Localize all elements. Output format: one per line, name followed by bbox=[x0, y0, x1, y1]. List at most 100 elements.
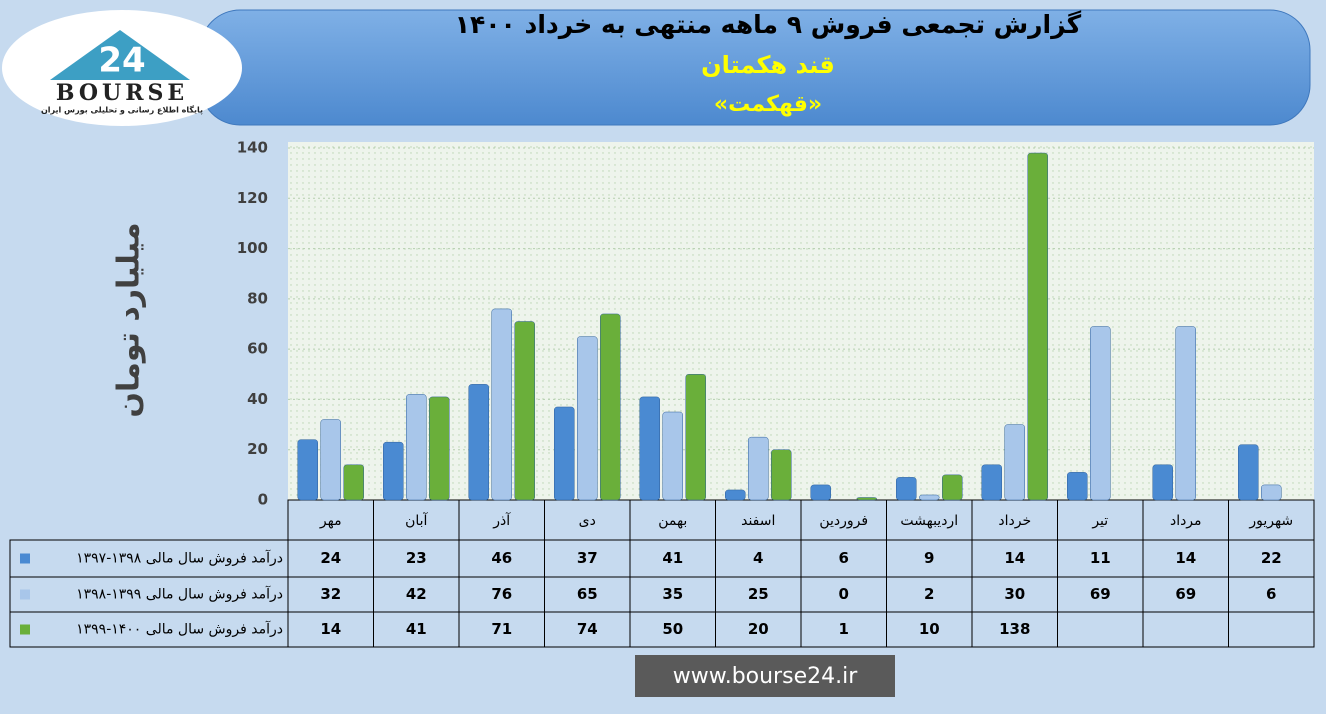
bar bbox=[1090, 326, 1111, 501]
table-value: 138 bbox=[999, 620, 1030, 638]
bar bbox=[748, 436, 769, 501]
category-label: شهریور bbox=[1248, 513, 1293, 529]
table-value: 65 bbox=[577, 585, 598, 603]
category-label: مرداد bbox=[1170, 513, 1202, 529]
bar bbox=[1238, 444, 1259, 501]
chart-subtitle: قند هکمتان bbox=[701, 51, 835, 79]
bar bbox=[468, 384, 489, 501]
table-value: 30 bbox=[1004, 585, 1025, 603]
bar bbox=[856, 497, 877, 501]
table-value: 20 bbox=[748, 620, 769, 638]
table-value: 6 bbox=[839, 549, 849, 567]
legend-label: درآمد فروش سال مالی ۱۳۹۸-۱۳۹۷ bbox=[76, 550, 283, 567]
plot-area bbox=[288, 142, 1314, 500]
y-tick-label: 60 bbox=[247, 340, 268, 358]
bar bbox=[810, 484, 831, 501]
bar bbox=[981, 464, 1002, 501]
symbol: «قهکمت» bbox=[714, 92, 822, 117]
category-label: خرداد bbox=[998, 513, 1031, 529]
bar bbox=[662, 411, 683, 501]
logo-text: BOURSE bbox=[56, 80, 188, 106]
table-value: 2 bbox=[924, 585, 934, 603]
legend-swatch bbox=[20, 624, 30, 635]
table-value: 37 bbox=[577, 549, 598, 567]
bar bbox=[896, 477, 917, 501]
table-value: 35 bbox=[662, 585, 683, 603]
category-label: اردیبهشت bbox=[900, 513, 958, 529]
table-value: 24 bbox=[320, 549, 341, 567]
bar bbox=[429, 396, 450, 501]
table-value: 41 bbox=[406, 620, 427, 638]
logo-shape bbox=[50, 30, 190, 80]
table-value: 11 bbox=[1090, 549, 1111, 567]
table-value: 1 bbox=[839, 620, 849, 638]
bar bbox=[725, 489, 746, 501]
bar bbox=[554, 406, 575, 501]
y-tick-label: 100 bbox=[237, 239, 268, 257]
bar bbox=[685, 374, 706, 501]
table-value: 25 bbox=[748, 585, 769, 603]
table-value: 9 bbox=[924, 549, 934, 567]
bar bbox=[343, 464, 364, 501]
legend-swatch bbox=[20, 553, 30, 564]
legend-label: درآمد فروش سال مالی ۱۳۹۹-۱۳۹۸ bbox=[76, 586, 283, 603]
bar bbox=[1067, 472, 1088, 501]
category-label: تیر bbox=[1091, 513, 1108, 529]
table-value: 74 bbox=[577, 620, 598, 638]
category-label: آذر bbox=[492, 512, 511, 529]
table-value: 22 bbox=[1261, 549, 1282, 567]
table-value: 23 bbox=[406, 549, 427, 567]
bar bbox=[771, 449, 792, 501]
table-value: 4 bbox=[753, 549, 763, 567]
bar bbox=[639, 396, 660, 501]
chart-title: گزارش تجمعی فروش ۹ ماهه منتهی به خرداد ۱… bbox=[455, 10, 1082, 40]
table-value: 32 bbox=[320, 585, 341, 603]
category-label: فروردین bbox=[819, 513, 868, 529]
table-value: 76 bbox=[491, 585, 512, 603]
table-value: 10 bbox=[919, 620, 940, 638]
table-value: 14 bbox=[320, 620, 341, 638]
y-axis-label: میلیارد تومان bbox=[112, 222, 147, 417]
table-value: 14 bbox=[1004, 549, 1025, 567]
table-value: 14 bbox=[1175, 549, 1196, 567]
table-value: 69 bbox=[1090, 585, 1111, 603]
bar bbox=[577, 336, 598, 501]
bar bbox=[514, 321, 535, 501]
category-label: دی bbox=[579, 513, 596, 529]
legend-swatch bbox=[20, 589, 30, 600]
logo-number: 24 bbox=[98, 41, 145, 81]
bar bbox=[600, 313, 621, 501]
y-tick-label: 20 bbox=[247, 440, 268, 458]
bar bbox=[1175, 326, 1196, 501]
y-tick-label: 140 bbox=[237, 139, 268, 157]
legend-label: درآمد فروش سال مالی ۱۴۰۰-۱۳۹۹ bbox=[76, 621, 283, 638]
category-label: آبان bbox=[405, 512, 428, 529]
category-label: اسفند bbox=[741, 513, 775, 529]
table-value: 42 bbox=[406, 585, 427, 603]
footer-box bbox=[635, 655, 895, 697]
bar bbox=[320, 419, 341, 501]
bar bbox=[297, 439, 318, 501]
table-value: 46 bbox=[491, 549, 512, 567]
table-value: 41 bbox=[662, 549, 683, 567]
category-label: بهمن bbox=[658, 513, 687, 529]
bar bbox=[383, 441, 404, 501]
bar bbox=[1004, 424, 1025, 501]
bar bbox=[1261, 484, 1282, 501]
category-label: مهر bbox=[319, 513, 342, 529]
table-value: 71 bbox=[491, 620, 512, 638]
table-value: 0 bbox=[839, 585, 849, 603]
y-tick-label: 80 bbox=[247, 289, 268, 307]
bar bbox=[1027, 152, 1048, 501]
y-tick-label: 120 bbox=[237, 189, 268, 207]
bar bbox=[942, 474, 963, 501]
bar bbox=[1152, 464, 1173, 501]
y-tick-label: 40 bbox=[247, 390, 268, 408]
logo-tagline: پایگاه اطلاع رسانی و تحلیلی بورس ایران bbox=[41, 105, 203, 116]
bar bbox=[491, 308, 512, 501]
table-value: 50 bbox=[662, 620, 683, 638]
y-tick-label: 0 bbox=[258, 491, 268, 509]
bar bbox=[406, 394, 427, 501]
table-value: 69 bbox=[1175, 585, 1196, 603]
